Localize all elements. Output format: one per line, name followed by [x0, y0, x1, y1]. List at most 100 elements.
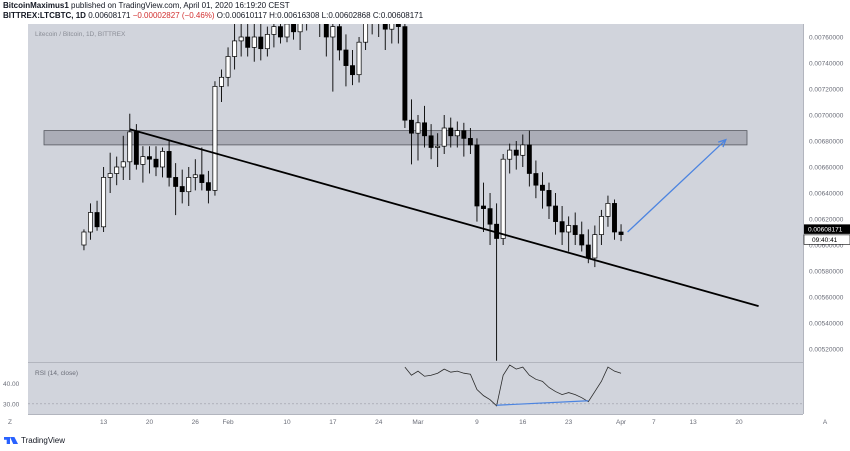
chart-watermark: Litecoin / Bitcoin, 1D, BITTREX [35, 31, 126, 38]
price-tick-label: 0.00740000 [809, 61, 844, 68]
candle-bull [120, 161, 126, 168]
candle-bull [507, 149, 513, 160]
candle-bear [487, 208, 493, 225]
last-price: 0.00608171 [88, 11, 131, 20]
candle-bear [539, 184, 545, 191]
candle-bull [251, 36, 257, 48]
price-tick-label: 0.00760000 [809, 35, 844, 42]
rsi-divergence-line [496, 400, 589, 406]
rsi-tick-30: 30.00 [3, 401, 20, 408]
time-tick-label: Feb [222, 419, 234, 426]
candle-bull [186, 177, 192, 193]
published-text: published on TradingView.com, April 01, … [71, 1, 290, 10]
ohlc-open: O:0.00610117 [216, 11, 267, 20]
candle-bull [107, 173, 113, 178]
candle-bull [271, 26, 277, 35]
candle-bear [428, 135, 434, 148]
candle-bull [114, 166, 120, 174]
symbol-info: BITTREX:LTCBTC, 1D 0.00608171 −0.0000282… [3, 11, 423, 20]
candle-bull [330, 26, 336, 38]
candle-bull [592, 234, 598, 259]
ohlc-high: H:0.00616308 [269, 11, 320, 20]
candle-bear [402, 26, 408, 121]
tradingview-logo[interactable]: TradingView [4, 436, 65, 445]
candle-bull [566, 225, 572, 233]
candle-bear [350, 65, 355, 76]
time-tick-label: 23 [565, 419, 573, 426]
candle-bear [173, 177, 179, 187]
time-tick-label: 17 [329, 419, 337, 426]
auto-scale-toggle: A [823, 419, 828, 426]
price-tick-label: 0.00660000 [809, 165, 844, 172]
price-tick-label: 0.00700000 [809, 113, 844, 120]
candle-bear [166, 151, 172, 178]
chart-canvas[interactable]: Litecoin / Bitcoin, 1D, BITTREX 0.0076000… [0, 0, 850, 432]
candles [81, 1, 624, 361]
resistance-zone [43, 130, 748, 146]
candle-bull [264, 34, 270, 50]
time-tick-label: 13 [689, 419, 697, 426]
candle-bear [382, 24, 388, 30]
candle-bear [323, 24, 329, 38]
candle-bull [311, 1, 315, 10]
symbol-name: BITTREX:LTCBTC, 1D [3, 11, 86, 20]
candle-bear [291, 24, 297, 33]
author-name[interactable]: BitcoinMaximus1 [3, 1, 69, 10]
log-scale-toggle: Z [8, 419, 12, 426]
time-tick-label: 9 [475, 419, 479, 426]
time-tick-label: 16 [519, 419, 527, 426]
candle-bear [585, 244, 591, 259]
candle-bear [336, 26, 342, 51]
candle-bull [160, 151, 165, 168]
brand-label: TradingView [21, 436, 66, 445]
time-tick-label: 24 [375, 419, 383, 426]
candle-bear [179, 186, 185, 193]
time-tick-label: 26 [192, 419, 200, 426]
time-axis [28, 414, 803, 430]
price-tick-label: 0.00520000 [809, 347, 844, 354]
countdown-tag [803, 234, 850, 245]
time-tick-label: 20 [735, 419, 743, 426]
candle-bull [389, 24, 395, 30]
candle-bull [454, 130, 460, 137]
rsi-line [404, 364, 622, 407]
time-tick-label: Apr [616, 419, 627, 426]
price-tick-label: 0.00640000 [809, 191, 844, 198]
tradingview-icon [4, 436, 18, 445]
candle-bull [435, 145, 441, 148]
candle-bear [481, 205, 486, 209]
rsi-pane [28, 363, 803, 414]
candle-bear [245, 36, 251, 48]
candle-bull [232, 40, 238, 57]
candle-bull [140, 156, 146, 165]
left-margin [0, 24, 28, 430]
rsi-tick-40: 40.00 [3, 381, 20, 388]
countdown-label: 09:40:41 [812, 237, 838, 244]
price-tick-label: 0.00560000 [809, 295, 844, 302]
candle-bear [553, 205, 559, 222]
rsi-group [404, 364, 622, 407]
candle-bear [513, 149, 519, 156]
candle-bear [612, 203, 617, 233]
candle-bear [205, 182, 211, 191]
candle-bear [278, 26, 283, 38]
ohlc-close: C:0.00608171 [372, 11, 424, 20]
footer-bar [0, 432, 850, 451]
candle-bear [467, 138, 473, 146]
candle-bear [343, 49, 349, 66]
candle-bull [284, 24, 290, 38]
candle-bull [605, 203, 611, 217]
candle-bear [572, 225, 578, 235]
candle-bull [81, 231, 87, 246]
last-price-tag [804, 224, 850, 234]
time-tick-label: Mar [412, 419, 424, 426]
price-tick-label: 0.00580000 [809, 269, 844, 276]
candle-bear [546, 190, 552, 207]
candle-bull [238, 36, 244, 42]
candle-bear [147, 156, 152, 160]
candle-bull [500, 158, 506, 239]
last-price-label: 0.00608171 [808, 226, 843, 233]
candle-bull [219, 76, 224, 87]
candle-bull [212, 86, 218, 191]
